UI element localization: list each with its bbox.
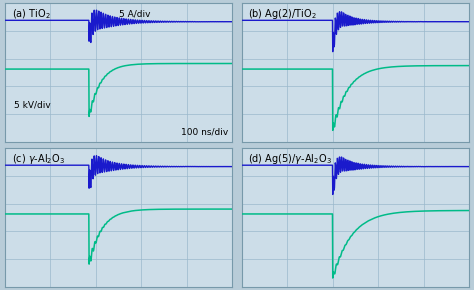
Text: (b) Ag(2)/TiO$_2$: (b) Ag(2)/TiO$_2$: [248, 7, 317, 21]
Text: (a) TiO$_2$: (a) TiO$_2$: [11, 7, 50, 21]
Text: 5 A/div: 5 A/div: [118, 10, 150, 19]
Text: (c) $\gamma$-Al$_2$O$_3$: (c) $\gamma$-Al$_2$O$_3$: [11, 152, 64, 166]
Text: (d) Ag(5)/$\gamma$-Al$_2$O$_3$: (d) Ag(5)/$\gamma$-Al$_2$O$_3$: [248, 152, 332, 166]
Text: 100 ns/div: 100 ns/div: [181, 128, 228, 137]
Text: 5 kV/div: 5 kV/div: [14, 100, 51, 109]
